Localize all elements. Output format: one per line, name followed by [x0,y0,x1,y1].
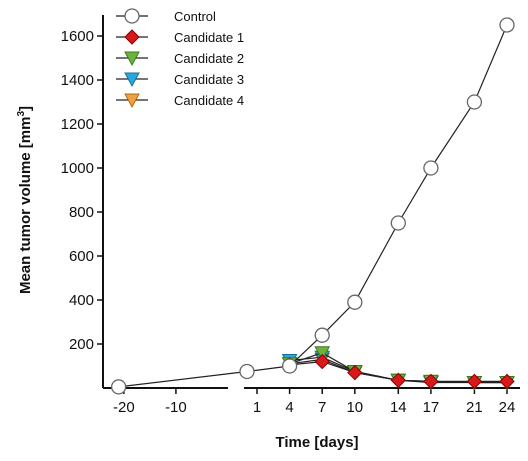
legend-item: Control [116,8,216,24]
legend-item: Candidate 1 [116,29,244,45]
legend-item: Candidate 3 [116,72,244,88]
legend-item: Candidate 4 [116,93,244,109]
data-point [314,353,330,370]
data-point [347,294,363,310]
data-point [423,373,439,390]
series-control [110,17,515,395]
data-point [390,372,407,389]
data-point [281,358,298,374]
legend-label: Control [174,9,216,24]
legend-marker [124,29,140,45]
y-tick-label: 400 [69,292,94,309]
legend-label: Candidate 4 [174,93,244,108]
legend-marker [124,8,140,24]
data-point [499,17,515,33]
legend: Control Candidate 1 Candidate 2 Candidate 3… [116,8,244,109]
legend-item: Candidate 2 [116,51,244,67]
x-tick-label: 10 [346,399,363,416]
x-tick-label: 14 [390,399,407,416]
x-tick-label: 17 [423,399,440,416]
data-point [239,363,255,380]
y-tick-label: 200 [69,336,94,353]
legend-marker [124,72,140,88]
legend-label: Candidate 2 [174,51,244,66]
x-tick-label: 24 [499,399,516,416]
data-point [314,346,331,361]
data-point [110,379,127,395]
x-axis-title: Time [days] [275,434,358,451]
y-axis-title-superscript: 3 [16,111,27,117]
y-tick-label: 1200 [61,116,94,133]
data-point [499,373,515,390]
x-tick-label: 21 [466,399,483,416]
y-tick-label: 800 [69,204,94,221]
data-point [347,364,363,381]
y-axis-title-main: Mean tumor volume [mm [17,117,34,295]
x-tick-label: 4 [285,399,293,416]
y-tick-label: 1600 [61,28,94,45]
y-axis-title: Mean tumor volume [mm3] [16,106,34,294]
series-candidate-1 [281,353,515,390]
legend-label: Candidate 1 [174,30,244,45]
y-axis-title-close: ] [17,106,34,111]
data-point [423,160,439,176]
y-tick-label: 1400 [61,72,94,89]
x-tick-label: 1 [253,399,261,416]
data-point [314,327,330,343]
series-layer [110,17,515,395]
data-point [466,94,483,110]
legend-marker [124,93,140,109]
y-tick-label: 1000 [61,160,94,177]
data-point [390,215,406,231]
data-point [466,373,483,390]
x-tick-label: -10 [165,399,187,416]
x-tick-label: 7 [318,399,326,416]
y-tick-label: 600 [69,248,94,265]
legend-label: Candidate 3 [174,72,244,87]
x-tick-label: -20 [113,399,135,416]
legend-marker [124,51,140,67]
